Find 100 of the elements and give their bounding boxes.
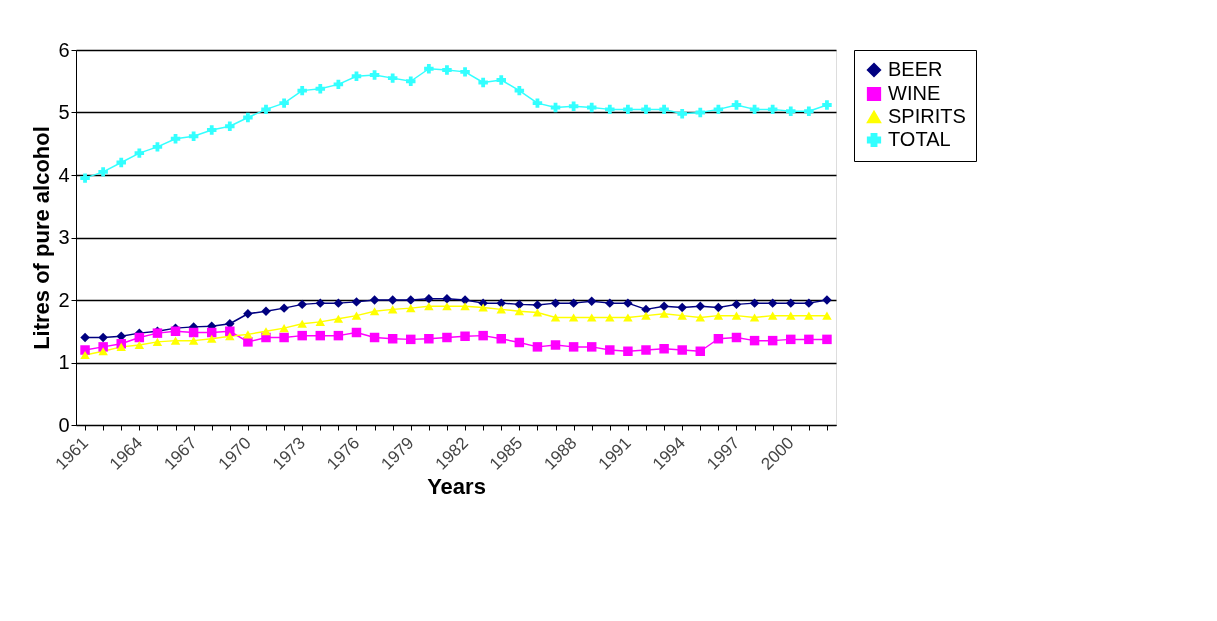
point xyxy=(532,342,543,352)
point xyxy=(406,76,416,86)
point xyxy=(424,334,434,344)
y-tick-label: 3 xyxy=(58,226,70,248)
point xyxy=(677,311,687,320)
point xyxy=(243,112,253,123)
point xyxy=(731,299,742,310)
point xyxy=(586,342,597,352)
point xyxy=(550,313,561,322)
y-tick-label: 1 xyxy=(58,351,70,373)
point xyxy=(442,65,452,75)
point xyxy=(641,104,651,115)
point xyxy=(369,70,380,80)
point xyxy=(261,104,271,115)
point xyxy=(731,100,742,110)
point xyxy=(568,101,579,111)
point xyxy=(713,302,724,313)
point xyxy=(442,332,452,343)
point xyxy=(532,308,543,317)
point xyxy=(387,334,398,344)
y-tick-label: 0 xyxy=(58,413,70,436)
point xyxy=(532,98,543,108)
point xyxy=(786,106,796,116)
point xyxy=(315,317,326,326)
point xyxy=(822,311,832,320)
point xyxy=(822,100,832,110)
y-tick-label: 5 xyxy=(58,101,70,123)
point xyxy=(243,337,253,347)
point xyxy=(333,314,344,323)
point xyxy=(550,340,561,350)
point xyxy=(677,109,687,119)
point xyxy=(550,298,561,308)
point xyxy=(713,311,724,320)
point xyxy=(369,307,380,316)
point xyxy=(695,313,706,322)
point xyxy=(713,334,724,344)
point xyxy=(406,304,416,313)
point xyxy=(98,347,108,356)
point xyxy=(659,104,669,115)
point xyxy=(496,75,506,85)
point xyxy=(315,298,326,308)
point xyxy=(804,311,814,320)
point xyxy=(478,77,488,88)
point xyxy=(333,330,344,341)
point xyxy=(80,332,90,343)
point xyxy=(297,330,307,341)
point xyxy=(767,311,778,320)
point xyxy=(351,297,362,307)
y-tick-label: 6 xyxy=(58,38,70,61)
point xyxy=(677,345,687,355)
point xyxy=(605,345,615,355)
point xyxy=(641,311,651,320)
point xyxy=(460,302,470,311)
point xyxy=(767,298,778,308)
point xyxy=(188,327,199,338)
point xyxy=(387,295,398,305)
point xyxy=(170,336,181,345)
point xyxy=(749,298,760,308)
point xyxy=(568,313,579,322)
point xyxy=(731,332,742,343)
point xyxy=(98,167,108,177)
y-tick-label: 2 xyxy=(58,288,70,311)
point xyxy=(80,173,90,183)
point xyxy=(225,332,235,341)
point xyxy=(804,334,814,345)
point xyxy=(786,298,796,308)
point xyxy=(586,313,597,322)
point xyxy=(568,298,579,308)
point xyxy=(731,311,742,320)
point xyxy=(369,295,380,305)
legend-label: BEER xyxy=(888,58,943,80)
point xyxy=(605,298,615,308)
x-axis-title: Years xyxy=(427,473,486,499)
point xyxy=(514,337,525,348)
point xyxy=(134,148,145,158)
point xyxy=(677,302,687,313)
point xyxy=(297,319,307,328)
point xyxy=(424,64,434,74)
point xyxy=(460,331,470,341)
point xyxy=(225,121,235,131)
point xyxy=(424,294,434,304)
point xyxy=(206,125,217,135)
legend-label: SPIRITS xyxy=(888,105,966,127)
point xyxy=(80,350,90,360)
point xyxy=(641,345,651,355)
point xyxy=(478,303,488,312)
point xyxy=(695,346,706,356)
point xyxy=(424,302,434,311)
point xyxy=(351,327,362,338)
point xyxy=(406,334,416,345)
point xyxy=(80,345,90,355)
point xyxy=(514,85,525,96)
point xyxy=(605,104,615,115)
y-axis-title: Litres of pure alcohol xyxy=(29,126,55,350)
point xyxy=(279,98,289,108)
point xyxy=(514,307,525,316)
point xyxy=(804,106,814,116)
point xyxy=(116,157,126,168)
point xyxy=(333,298,344,308)
point xyxy=(152,337,163,346)
